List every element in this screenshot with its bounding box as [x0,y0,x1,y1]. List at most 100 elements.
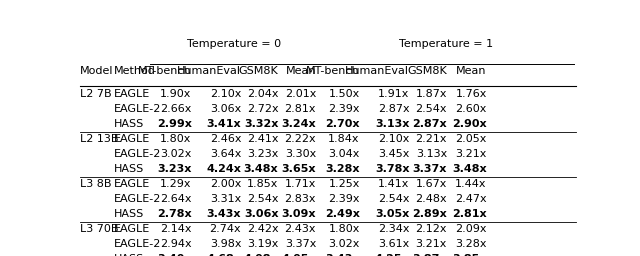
Text: MT-bench: MT-bench [306,66,360,76]
Text: 2.90x: 2.90x [452,119,486,129]
Text: 2.10x: 2.10x [378,134,410,144]
Text: 3.13x: 3.13x [375,119,410,129]
Text: 3.43x: 3.43x [207,209,241,219]
Text: 3.21x: 3.21x [415,239,447,249]
Text: 3.37x: 3.37x [413,164,447,174]
Text: 3.48x: 3.48x [452,164,486,174]
Text: EAGLE-2: EAGLE-2 [114,239,161,249]
Text: 3.37x: 3.37x [285,239,316,249]
Text: 1.91x: 1.91x [378,89,410,99]
Text: Mean: Mean [285,66,316,76]
Text: 3.13x: 3.13x [416,149,447,159]
Text: 1.67x: 1.67x [415,179,447,189]
Text: Method: Method [114,66,156,76]
Text: 3.65x: 3.65x [282,164,316,174]
Text: EAGLE: EAGLE [114,134,150,144]
Text: 2.81x: 2.81x [285,104,316,114]
Text: 2.42x: 2.42x [247,224,278,234]
Text: HASS: HASS [114,119,144,129]
Text: Temperature = 1: Temperature = 1 [399,39,493,49]
Text: 1.84x: 1.84x [328,134,360,144]
Text: 1.85x: 1.85x [247,179,278,189]
Text: Mean: Mean [456,66,486,76]
Text: 2.00x: 2.00x [210,179,241,189]
Text: 2.78x: 2.78x [157,209,191,219]
Text: 2.39x: 2.39x [328,104,360,114]
Text: 2.34x: 2.34x [378,224,410,234]
Text: 3.21x: 3.21x [455,149,486,159]
Text: HumanEval: HumanEval [177,66,241,76]
Text: 3.30x: 3.30x [285,149,316,159]
Text: 2.47x: 2.47x [455,194,486,204]
Text: 2.05x: 2.05x [455,134,486,144]
Text: 3.31x: 3.31x [210,194,241,204]
Text: 3.09x: 3.09x [282,209,316,219]
Text: 2.99x: 2.99x [157,119,191,129]
Text: 3.24x: 3.24x [282,119,316,129]
Text: EAGLE-2: EAGLE-2 [114,149,161,159]
Text: MT-bench: MT-bench [138,66,191,76]
Text: 3.41x: 3.41x [207,119,241,129]
Text: 3.45x: 3.45x [378,149,410,159]
Text: 2.46x: 2.46x [210,134,241,144]
Text: 1.90x: 1.90x [160,89,191,99]
Text: 3.40x: 3.40x [157,254,191,256]
Text: 3.98x: 3.98x [210,239,241,249]
Text: 2.14x: 2.14x [160,224,191,234]
Text: 4.05x: 4.05x [282,254,316,256]
Text: 1.50x: 1.50x [328,89,360,99]
Text: 3.61x: 3.61x [378,239,410,249]
Text: 4.24x: 4.24x [206,164,241,174]
Text: 2.54x: 2.54x [415,104,447,114]
Text: HASS: HASS [114,164,144,174]
Text: 2.54x: 2.54x [378,194,410,204]
Text: 2.94x: 2.94x [160,239,191,249]
Text: 3.02x: 3.02x [160,149,191,159]
Text: L3 70B: L3 70B [80,224,118,234]
Text: 2.87x: 2.87x [378,104,410,114]
Text: L2 7B: L2 7B [80,89,111,99]
Text: 2.54x: 2.54x [247,194,278,204]
Text: 2.74x: 2.74x [209,224,241,234]
Text: 2.72x: 2.72x [247,104,278,114]
Text: 3.64x: 3.64x [210,149,241,159]
Text: 2.70x: 2.70x [325,119,360,129]
Text: 2.41x: 2.41x [247,134,278,144]
Text: 1.29x: 1.29x [160,179,191,189]
Text: 2.12x: 2.12x [415,224,447,234]
Text: 3.87x: 3.87x [413,254,447,256]
Text: 4.08x: 4.08x [244,254,278,256]
Text: Temperature = 0: Temperature = 0 [187,39,281,49]
Text: EAGLE-2: EAGLE-2 [114,194,161,204]
Text: 2.83x: 2.83x [285,194,316,204]
Text: 3.85x: 3.85x [452,254,486,256]
Text: 3.28x: 3.28x [455,239,486,249]
Text: 3.04x: 3.04x [328,149,360,159]
Text: 2.60x: 2.60x [455,104,486,114]
Text: 3.19x: 3.19x [247,239,278,249]
Text: 2.87x: 2.87x [412,119,447,129]
Text: 1.25x: 1.25x [328,179,360,189]
Text: 2.81x: 2.81x [452,209,486,219]
Text: 1.44x: 1.44x [455,179,486,189]
Text: 3.06x: 3.06x [244,209,278,219]
Text: 2.22x: 2.22x [284,134,316,144]
Text: HASS: HASS [114,209,144,219]
Text: EAGLE-2: EAGLE-2 [114,104,161,114]
Text: 2.66x: 2.66x [160,104,191,114]
Text: 1.80x: 1.80x [328,224,360,234]
Text: 4.25x: 4.25x [374,254,410,256]
Text: EAGLE: EAGLE [114,179,150,189]
Text: L2 13B: L2 13B [80,134,118,144]
Text: L3 8B: L3 8B [80,179,111,189]
Text: 2.39x: 2.39x [328,194,360,204]
Text: HASS: HASS [114,254,144,256]
Text: 2.89x: 2.89x [412,209,447,219]
Text: 3.28x: 3.28x [325,164,360,174]
Text: 3.43x: 3.43x [325,254,360,256]
Text: 3.06x: 3.06x [210,104,241,114]
Text: HumanEval: HumanEval [346,66,410,76]
Text: 2.10x: 2.10x [210,89,241,99]
Text: 2.21x: 2.21x [415,134,447,144]
Text: EAGLE: EAGLE [114,89,150,99]
